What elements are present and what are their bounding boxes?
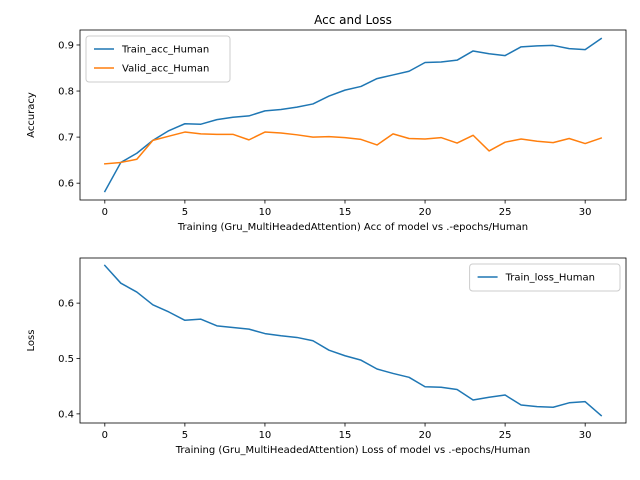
y-axis-label: Loss <box>26 330 37 352</box>
y-tick-label: 0.9 <box>58 40 74 51</box>
chart-title: Acc and Loss <box>314 13 392 27</box>
y-tick-label: 0.7 <box>58 133 74 144</box>
y-axis-label: Accuracy <box>26 92 37 138</box>
series-line-valid-acc-human <box>104 131 603 165</box>
legend-label: Train_loss_Human <box>505 273 595 284</box>
plot-frame <box>79 29 627 201</box>
x-tick-label: 0 <box>102 207 108 218</box>
series-line-train-acc-human <box>103 37 603 193</box>
y-tick-label: 0.6 <box>58 299 74 310</box>
legend: Train_loss_Human <box>469 263 621 292</box>
plot-frame <box>79 257 627 424</box>
y-tick-label: 0.8 <box>58 87 74 98</box>
loss-subplot: 0 5 10 15 20 25 30 0.4 0.5 0.6 Training (Gru_Multi… <box>26 257 627 456</box>
legend: Train_acc_Human Valid_acc_Human <box>85 35 231 83</box>
legend-label: Valid_acc_Human <box>122 64 209 75</box>
x-tick-label: 15 <box>339 207 352 218</box>
x-tick-label: 30 <box>579 430 592 441</box>
x-tick-label: 10 <box>259 207 272 218</box>
x-tick-label: 20 <box>419 430 432 441</box>
x-tick-label: 15 <box>339 430 352 441</box>
legend-box <box>85 35 231 83</box>
x-tick-label: 20 <box>419 207 432 218</box>
series-line-train-loss-human <box>103 264 603 417</box>
legend-box <box>469 263 621 292</box>
x-axis-label: Training (Gru_MultiHeadedAttention) Loss… <box>175 445 531 456</box>
y-tick-label: 0.5 <box>58 354 74 365</box>
x-tick-label: 0 <box>102 430 108 441</box>
legend-label: Train_acc_Human <box>121 45 209 56</box>
x-tick-label: 5 <box>182 207 188 218</box>
x-tick-label: 25 <box>499 207 512 218</box>
y-tick-label: 0.6 <box>58 179 74 190</box>
x-tick-label: 25 <box>499 430 512 441</box>
x-tick-label: 30 <box>579 207 592 218</box>
x-axis-label: Training (Gru_MultiHeadedAttention) Acc … <box>177 222 528 233</box>
y-tick-label: 0.4 <box>58 409 74 420</box>
accuracy-subplot: Acc and Loss 0 5 10 15 20 25 30 0.6 0.7 0.8 0.9 Trai… <box>26 13 627 233</box>
x-tick-label: 10 <box>259 430 272 441</box>
x-tick-label: 5 <box>182 430 188 441</box>
